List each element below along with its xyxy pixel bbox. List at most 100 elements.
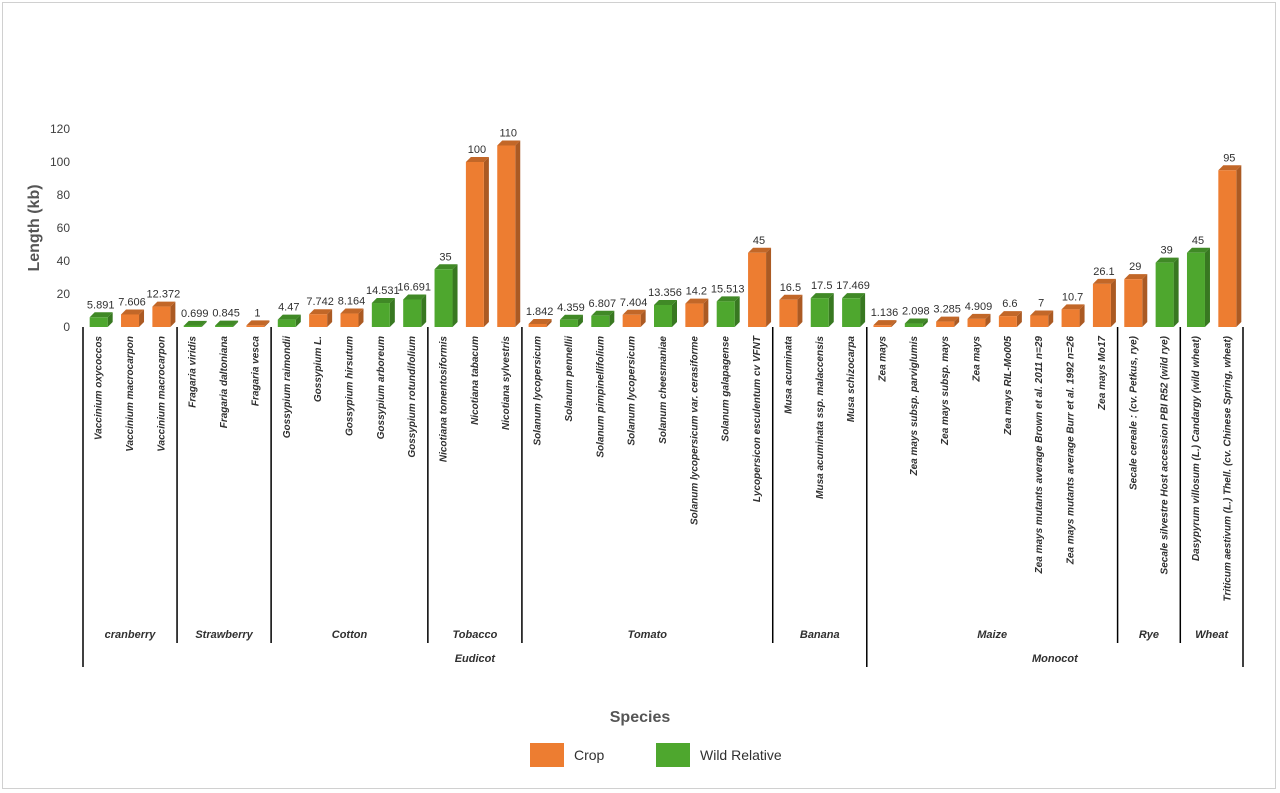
bar-top xyxy=(1155,257,1179,263)
data-label: 15.513 xyxy=(711,283,745,295)
species-label: Musa acuminata ssp. malaccensis xyxy=(815,336,826,499)
bar-face xyxy=(559,319,578,327)
y-axis-title: Length (kb) xyxy=(26,184,43,271)
data-label: 7.742 xyxy=(306,296,334,308)
bar-face xyxy=(591,315,610,327)
y-tick-label: 100 xyxy=(50,155,70,169)
data-label: 14.531 xyxy=(366,285,400,297)
bar-top xyxy=(622,309,646,315)
bar-side xyxy=(327,309,333,327)
bar-face xyxy=(1124,279,1143,327)
bar xyxy=(1030,310,1054,327)
bar-face xyxy=(716,301,735,327)
bar-top xyxy=(371,298,395,304)
bar-top xyxy=(497,140,521,146)
species-label: Gossypium raimondii xyxy=(282,336,293,438)
bar-top xyxy=(873,320,897,326)
group-label: Wheat xyxy=(1195,629,1229,641)
bar-side xyxy=(515,140,521,327)
bar-face xyxy=(528,323,547,327)
species-label: Zea mays subsp. mays xyxy=(940,336,951,446)
data-label: 16.691 xyxy=(397,281,431,293)
bar-face xyxy=(842,298,861,327)
data-label: 0.845 xyxy=(212,308,240,320)
bar xyxy=(591,310,615,327)
species-label: Solanum lycopersicum xyxy=(627,336,638,446)
species-label: Secale cereale : (cv. Petkus, rye) xyxy=(1128,335,1139,490)
bar-top xyxy=(591,310,615,316)
bar-face xyxy=(215,325,234,327)
bar-side xyxy=(860,293,866,327)
species-label: Zea mays mutants average Brown et al. 20… xyxy=(1034,336,1045,575)
y-tick-label: 120 xyxy=(50,122,70,136)
x-axis-title: Species xyxy=(610,709,671,726)
bar xyxy=(434,264,458,327)
bar-side xyxy=(295,314,301,327)
bar-side xyxy=(1110,278,1116,327)
data-label: 39 xyxy=(1160,245,1172,257)
bar-top xyxy=(152,301,176,307)
bar-top xyxy=(1186,247,1210,253)
species-label: Nicotiana sylvestris xyxy=(501,336,512,430)
bar xyxy=(277,314,301,327)
data-label: 4.359 xyxy=(557,302,585,314)
bar xyxy=(340,308,364,327)
bar xyxy=(810,293,834,327)
bar-side xyxy=(1173,257,1179,327)
legend-swatch xyxy=(530,743,564,767)
bar-top xyxy=(685,298,709,304)
bar-side xyxy=(452,264,458,327)
data-label: 7.606 xyxy=(118,296,146,308)
species-label: Vaccinium oxycoccos xyxy=(94,336,105,441)
bar-face xyxy=(998,316,1017,327)
bar xyxy=(716,296,740,327)
bar xyxy=(904,318,928,327)
bar-face xyxy=(1092,283,1111,327)
bar xyxy=(89,312,113,327)
bar-face xyxy=(1061,309,1080,327)
data-label: 4.47 xyxy=(278,302,299,314)
bar xyxy=(497,140,521,327)
bar-side xyxy=(170,301,176,327)
species-label: Dasypyrum villosum (L.) Candargy (wild w… xyxy=(1191,335,1202,561)
species-label: Vaccinium macrocarpon xyxy=(156,336,167,452)
bar-side xyxy=(734,296,740,327)
bar xyxy=(1155,257,1179,327)
species-label: Zea mays xyxy=(972,336,983,383)
bar-side xyxy=(389,298,395,327)
data-label: 1 xyxy=(254,307,260,319)
bar-face xyxy=(371,303,390,327)
data-label: 7.404 xyxy=(620,297,648,309)
species-label: Solanum galapagense xyxy=(721,336,732,442)
bar-side xyxy=(264,320,270,327)
species-label: Solanum lycopersicum xyxy=(533,336,544,446)
bar-face xyxy=(121,314,140,327)
bar-side xyxy=(672,299,677,327)
bar-side xyxy=(1079,304,1085,327)
group-label: cranberry xyxy=(105,629,157,641)
bar-top xyxy=(716,296,740,302)
data-label: 16.5 xyxy=(780,282,801,294)
bar-top xyxy=(465,157,489,162)
bar xyxy=(528,318,552,327)
species-label: Lycopersicon esculentum cv VFNT xyxy=(752,335,763,502)
bar xyxy=(215,320,239,327)
data-label: 45 xyxy=(753,235,765,247)
bar-side xyxy=(139,309,145,327)
data-label: 4.909 xyxy=(965,301,993,313)
bar-face xyxy=(779,299,798,327)
bar-face xyxy=(873,325,892,327)
bar xyxy=(622,309,646,327)
group-label: Rye xyxy=(1139,629,1159,641)
bar xyxy=(685,298,709,327)
bar-side xyxy=(577,314,583,327)
bar-face xyxy=(936,321,955,327)
bar xyxy=(779,294,803,327)
bar xyxy=(998,311,1022,327)
bar-top xyxy=(309,309,333,315)
data-label: 5.891 xyxy=(87,299,115,311)
bar xyxy=(1218,165,1242,327)
data-label: 110 xyxy=(499,128,517,140)
y-tick-label: 40 xyxy=(57,254,71,268)
species-label: Fragaria daltoniana xyxy=(219,336,230,429)
